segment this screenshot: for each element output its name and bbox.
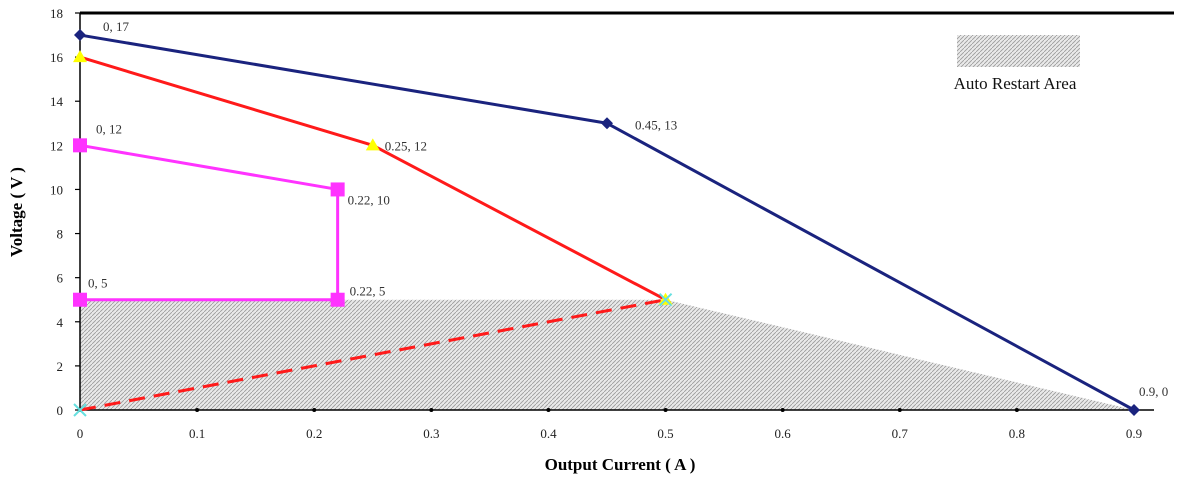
y-tick-label: 4 — [57, 315, 64, 330]
auto-restart-area — [80, 299, 1134, 410]
point-label: 0.9, 0 — [1139, 384, 1168, 399]
y-tick-label: 6 — [57, 271, 64, 286]
legend-label: Auto Restart Area — [954, 74, 1077, 93]
point-label: 0.45, 13 — [635, 117, 677, 132]
x-tick-label: 0.7 — [892, 426, 909, 441]
x-tick-mark — [312, 408, 317, 412]
data-point-x — [658, 293, 673, 307]
y-tick-label: 14 — [50, 94, 64, 109]
point-label: 0.22, 10 — [348, 192, 390, 207]
x-tick-label: 0.6 — [775, 426, 792, 441]
x-tick-mark — [780, 408, 785, 412]
point-label: 0, 12 — [96, 121, 122, 136]
x-tick-mark — [429, 408, 434, 412]
y-tick-label: 12 — [50, 138, 63, 153]
x-tick-mark — [546, 408, 551, 412]
point-label: 0, 5 — [88, 276, 108, 291]
x-tick-label: 0.1 — [189, 426, 205, 441]
x-tick-label: 0.8 — [1009, 426, 1025, 441]
y-tick-label: 0 — [57, 403, 64, 418]
point-label: 0.22, 5 — [350, 284, 386, 299]
y-tick-label: 16 — [50, 50, 64, 65]
data-point-square — [330, 292, 345, 307]
x-tick-label: 0 — [77, 426, 84, 441]
x-tick-mark — [1014, 408, 1019, 412]
x-tick-label: 0.5 — [657, 426, 673, 441]
x-tick-label: 0.3 — [423, 426, 439, 441]
data-point-diamond — [74, 29, 86, 42]
data-point-triangle — [73, 50, 87, 63]
x-tick-label: 0.9 — [1126, 426, 1142, 441]
x-tick-label: 0.2 — [306, 426, 322, 441]
y-tick-label: 2 — [57, 359, 64, 374]
data-point-square — [330, 182, 345, 197]
data-point-square — [73, 292, 87, 307]
series-line-3 — [79, 143, 340, 302]
y-axis-title: Voltage ( V ) — [7, 167, 26, 257]
y-tick-label: 10 — [50, 182, 63, 197]
data-point-triangle — [365, 138, 380, 151]
x-axis-title: Output Current ( A ) — [545, 455, 696, 474]
data-point-x — [73, 403, 87, 417]
x-tick-mark — [195, 408, 200, 412]
series-line-2 — [79, 55, 667, 302]
data-point-diamond — [1128, 404, 1140, 416]
point-label: 0, 17 — [103, 19, 130, 34]
point-label: 0.25, 12 — [385, 138, 427, 153]
legend-swatch — [957, 35, 1080, 67]
data-point-square — [73, 138, 87, 153]
x-tick-label: 0.4 — [540, 426, 557, 441]
x-tick-mark — [897, 408, 902, 412]
y-tick-label: 18 — [50, 6, 63, 21]
data-point-diamond — [601, 117, 613, 130]
y-tick-label: 8 — [57, 227, 64, 242]
x-tick-mark — [663, 408, 668, 412]
